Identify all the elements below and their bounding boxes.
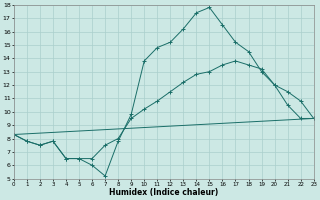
X-axis label: Humidex (Indice chaleur): Humidex (Indice chaleur) <box>109 188 219 197</box>
